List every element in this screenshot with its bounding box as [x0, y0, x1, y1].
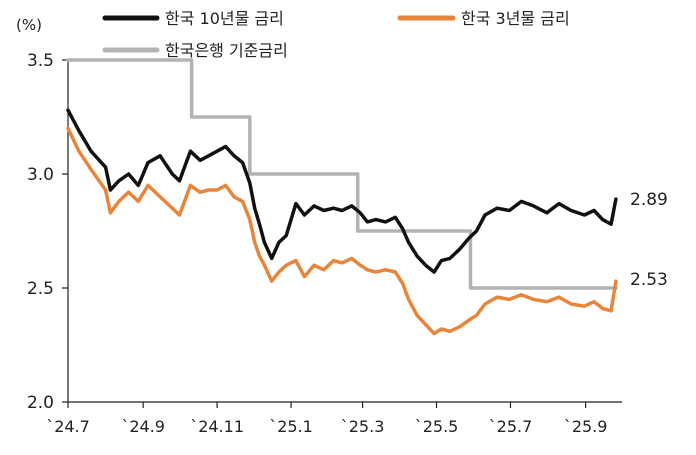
x-tick-label: `25.5 [415, 417, 459, 436]
y-tick-label: 2.0 [27, 393, 54, 413]
series-line-3y [66, 126, 618, 336]
legend-label: 한국 10년물 금리 [165, 9, 284, 28]
y-tick-label: 3.5 [27, 51, 54, 71]
x-tick-label: `25.1 [269, 417, 313, 436]
x-tick-label: `24.11 [190, 417, 244, 436]
x-tick-label: `24.7 [46, 417, 90, 436]
series-line-10y [66, 108, 618, 274]
y-tick-label: 2.5 [27, 279, 54, 299]
x-tick-label: `25.9 [564, 417, 608, 436]
legend-label: 한국은행 기준금리 [165, 41, 288, 60]
y-axis-unit: (%) [16, 16, 42, 34]
legend-label: 한국 3년물 금리 [461, 9, 570, 28]
end-value-label: 2.89 [630, 190, 668, 210]
x-tick-label: `24.9 [121, 417, 165, 436]
end-value-label: 2.53 [630, 270, 668, 290]
series-line-base-rate [66, 58, 618, 290]
x-tick-label: `25.3 [341, 417, 385, 436]
y-tick-label: 3.0 [27, 165, 54, 185]
x-tick-label: `25.7 [489, 417, 533, 436]
